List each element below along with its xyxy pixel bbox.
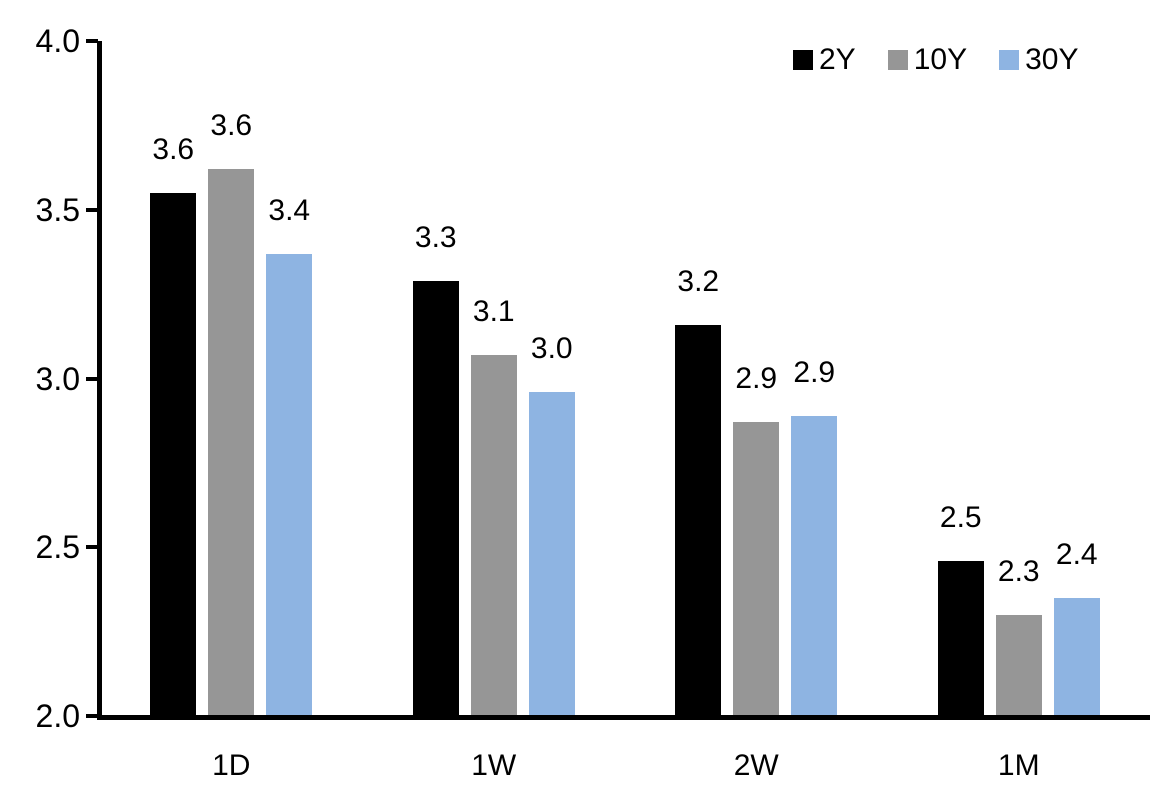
x-category-label: 1M xyxy=(997,749,1040,782)
y-tick-mark xyxy=(86,39,98,43)
bar-value-label: 2.3 xyxy=(997,554,1040,588)
bar-value-label: 3.6 xyxy=(152,132,195,166)
y-tick-label: 2.5 xyxy=(35,529,80,566)
y-tick-mark xyxy=(86,376,98,381)
bar xyxy=(1053,597,1100,715)
bar-value-label: 2.9 xyxy=(793,355,836,389)
bar-value-label: 3.1 xyxy=(472,294,515,328)
bar xyxy=(412,280,459,715)
y-tick-mark xyxy=(86,545,98,550)
bar xyxy=(266,253,313,715)
x-category-label: 1D xyxy=(212,749,251,782)
y-axis-line xyxy=(97,41,102,718)
legend-label: 10Y xyxy=(913,43,968,76)
bar xyxy=(528,392,575,715)
x-category-label: 2W xyxy=(733,749,779,782)
bar xyxy=(208,169,255,715)
y-tick-label: 4.0 xyxy=(35,23,80,59)
bar-value-label: 2.4 xyxy=(1055,537,1098,571)
bar-value-label: 3.4 xyxy=(268,193,311,227)
y-tick-mark xyxy=(86,714,98,718)
bar-value-label: 2.5 xyxy=(939,500,982,534)
legend-item: 30Y xyxy=(999,42,1078,78)
bar xyxy=(995,614,1042,715)
bar-value-label: 3.3 xyxy=(414,220,457,254)
bar-value-label: 2.9 xyxy=(735,362,778,396)
bar-value-label: 3.6 xyxy=(210,109,253,143)
bar xyxy=(470,354,517,715)
bar xyxy=(791,415,838,715)
bar xyxy=(150,192,197,715)
legend-item: 2Y xyxy=(793,42,856,78)
x-axis-line xyxy=(97,715,1150,720)
legend-item: 10Y xyxy=(887,42,968,78)
legend: 2Y 10Y 30Y xyxy=(793,42,1078,78)
bar xyxy=(675,324,722,715)
y-tick-mark xyxy=(86,207,98,212)
bar xyxy=(937,560,984,715)
legend-marker-icon xyxy=(999,50,1020,70)
y-tick-label: 2.0 xyxy=(35,698,80,734)
y-tick-label: 3.0 xyxy=(35,360,80,397)
legend-marker-icon xyxy=(887,50,908,70)
x-category-label: 1W xyxy=(471,749,517,782)
bar-value-label: 3.0 xyxy=(530,332,573,365)
legend-label: 30Y xyxy=(1025,43,1079,76)
y-tick-label: 3.5 xyxy=(35,191,80,228)
legend-label: 2Y xyxy=(819,43,856,76)
bar xyxy=(733,422,780,715)
legend-marker-icon xyxy=(793,50,813,70)
bar-value-label: 3.2 xyxy=(677,264,720,298)
